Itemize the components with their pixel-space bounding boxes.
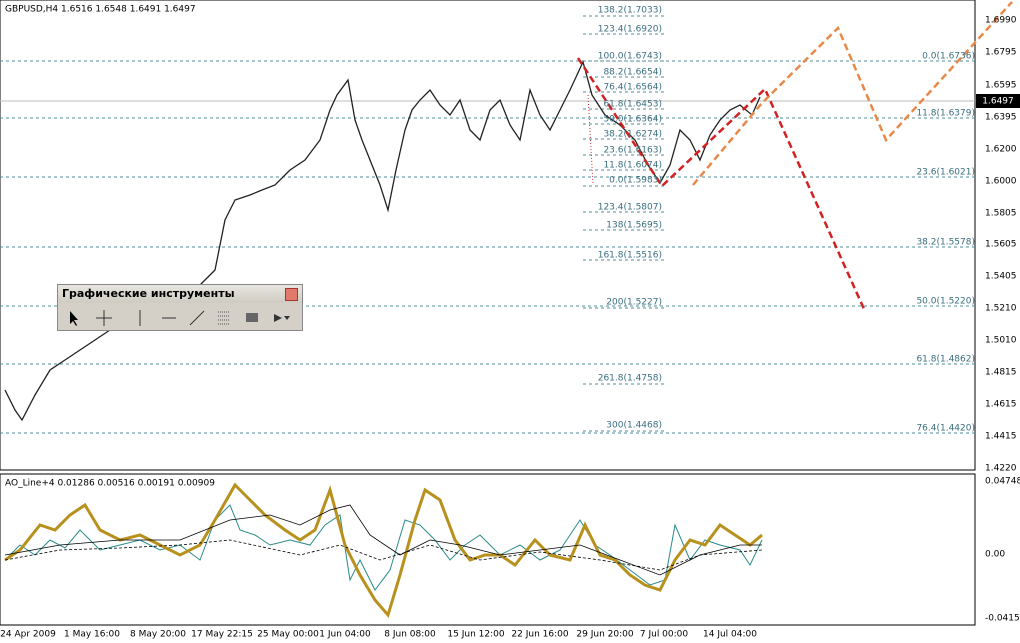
price-label: 1.4415 [985, 432, 1017, 442]
indicator-axis-label: -0.04154 [985, 614, 1020, 624]
fib-label: 23.6(1.6021) [916, 168, 975, 178]
fib-label: 11.8(1.6379) [916, 109, 975, 119]
time-label: 25 May 00:00 [257, 630, 319, 640]
fib-label: 261.8(1.4758) [598, 374, 662, 384]
indicator-ao [4, 482, 763, 619]
indicator-header: AO_Line+4 0.01286 0.00516 0.00191 0.0090… [5, 479, 215, 489]
fib-label: 88.2(1.6654) [603, 68, 662, 78]
time-label: 29 Jun 20:00 [576, 630, 633, 640]
fib-label: 300(1.4468) [606, 421, 662, 431]
price-label: 1.6395 [985, 113, 1017, 123]
price-label: 1.5405 [985, 272, 1017, 282]
indicator-fast [4, 504, 763, 591]
time-label: 1 May 16:00 [64, 630, 120, 640]
fib-label: 23.6(1.6163) [603, 146, 662, 156]
forecast-orange [692, 1, 1013, 186]
fib-label: 76.4(1.6564) [603, 83, 662, 93]
time-label: 14 Jul 04:00 [703, 630, 757, 640]
fib-label: 11.8(1.6074) [603, 161, 662, 171]
time-label: 15 Jun 12:00 [447, 630, 504, 640]
main-frame [0, 0, 976, 471]
price-label: 1.5010 [985, 336, 1017, 346]
fib-label: 38.2(1.5578) [916, 238, 975, 248]
fib-label: 0.0(1.6736) [922, 52, 975, 62]
price-label: 1.5805 [985, 209, 1017, 219]
price-label: 1.6990 [985, 16, 1017, 26]
time-label: 17 May 22:15 [191, 630, 253, 640]
fib-label: 123.4(1.6920) [598, 25, 662, 35]
current-price: 1.6497 [982, 97, 1014, 107]
time-label: 1 Jun 04:00 [319, 630, 371, 640]
fib-label: 100.0(1.6743) [598, 52, 662, 62]
fib-label: 123.4(1.5807) [598, 203, 662, 213]
indicator-signal [4, 539, 763, 571]
time-label: 8 May 20:00 [130, 630, 186, 640]
toolbar: Графические инструменты [57, 284, 303, 331]
fib-left-labels: 138.2(1.7033) 123.4(1.6920) 100.0(1.6743… [598, 6, 662, 431]
indicator-axis-label: 0.04748 [985, 477, 1020, 487]
forecast-red [576, 57, 866, 310]
fib-label: 50.0(1.5220) [916, 297, 975, 307]
price-label: 1.5210 [985, 304, 1017, 314]
fib-label: 76.4(1.4420) [916, 424, 975, 434]
indicator-axis-label: 0.00 [985, 550, 1005, 560]
fib-lines [0, 15, 975, 434]
indicator-slow [4, 504, 762, 576]
fib-label: 161.8(1.5516) [598, 251, 662, 261]
trendline-tool[interactable] [189, 310, 205, 326]
price-label: 1.4220 [985, 464, 1017, 474]
current-price-box [976, 94, 1020, 108]
price-label: 1.6000 [985, 177, 1017, 187]
time-label: 8 Jun 08:00 [384, 630, 436, 640]
indicator-frame [0, 473, 976, 626]
fib-label: 138(1.5695) [606, 221, 662, 231]
fib-right-labels: 0.0(1.6736) 11.8(1.6379) 23.6(1.6021) 38… [916, 52, 975, 434]
chart-header: GBPUSD,H4 1.6516 1.6548 1.6491 1.6497 [5, 5, 196, 15]
time-label: 22 Jun 16:00 [511, 630, 568, 640]
price-label: 1.4815 [985, 368, 1017, 378]
fib-label: 38.2(1.6274) [603, 130, 662, 140]
price-axis: 1.6990 1.6795 1.6595 1.6395 1.6200 1.600… [985, 16, 1017, 474]
cursor-tool[interactable] [70, 311, 78, 326]
fib-tool[interactable] [218, 311, 230, 325]
price-label: 1.6795 [985, 48, 1017, 58]
price-label: 1.6595 [985, 81, 1017, 91]
rect-tool[interactable] [246, 313, 258, 322]
time-label: 7 Jul 00:00 [640, 630, 689, 640]
price-label: 1.6200 [985, 145, 1017, 155]
toolbar-buttons [70, 310, 290, 326]
fib-label: 138.2(1.7033) [598, 6, 662, 16]
price-label: 1.5605 [985, 240, 1017, 250]
fib-label: 200(1.5227) [606, 298, 662, 308]
fib-label: 50.0(1.6364) [603, 115, 662, 125]
fib-label: 0.0(1.5983) [609, 176, 662, 186]
time-axis: 24 Apr 2009 1 May 16:00 8 May 20:00 17 M… [0, 630, 757, 640]
crosshair-tool[interactable] [96, 310, 112, 326]
time-label: 24 Apr 2009 [0, 630, 56, 640]
toolbar-close[interactable] [285, 288, 298, 301]
fib-label: 61.8(1.6453) [603, 100, 662, 110]
price-label: 1.4615 [985, 400, 1017, 410]
fib-label: 61.8(1.4862) [916, 355, 975, 365]
toolbar-title: Графические инструменты [58, 285, 302, 303]
more-tool[interactable] [274, 314, 290, 322]
fib-trend [587, 94, 594, 186]
